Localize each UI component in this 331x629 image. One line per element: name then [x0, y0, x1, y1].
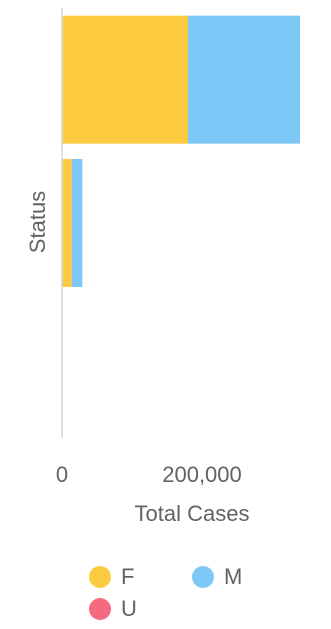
x-axis-label: Total Cases [135, 501, 250, 526]
legend-label-u: U [121, 596, 137, 621]
x-tick-label: 0 [56, 462, 68, 487]
y-axis-label: Status [25, 191, 50, 253]
legend-item-u[interactable]: U [89, 598, 137, 620]
legend-item-f[interactable]: F [89, 566, 134, 588]
bar-m-1[interactable] [71, 159, 83, 287]
legend-swatch-m [192, 566, 214, 588]
bar-f-0[interactable] [62, 15, 188, 144]
bars-group [62, 15, 300, 287]
x-tick-label: 200,000 [162, 462, 242, 487]
legend-label-m: M [224, 564, 243, 589]
bar-m-0[interactable] [188, 15, 300, 144]
bar-f-1[interactable] [62, 159, 72, 287]
legend-swatch-f [89, 566, 111, 588]
legend-swatch-u [89, 598, 111, 620]
legend-item-m[interactable]: M [192, 566, 242, 588]
x-tick-labels: 0 200,000 [56, 462, 242, 487]
legend-label-f: F [121, 564, 135, 589]
